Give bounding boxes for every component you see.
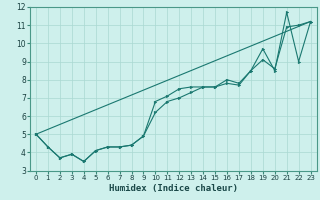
X-axis label: Humidex (Indice chaleur): Humidex (Indice chaleur) xyxy=(109,184,238,193)
